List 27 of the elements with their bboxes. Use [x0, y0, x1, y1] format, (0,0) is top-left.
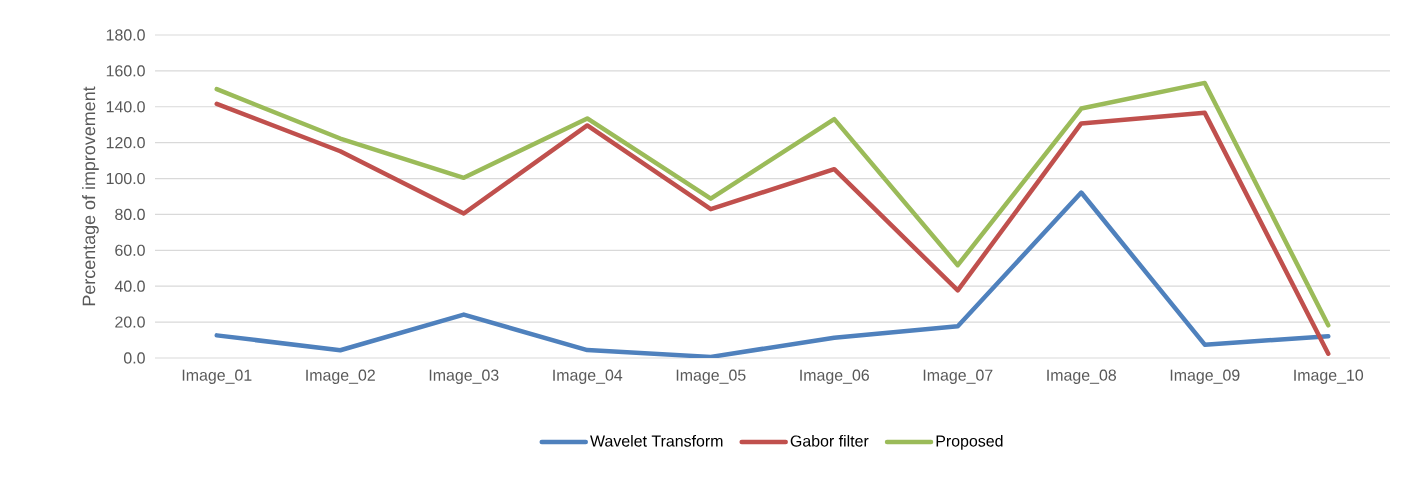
x-tick-label: Image_04	[553, 369, 623, 384]
x-tick-label: Image_10	[1294, 369, 1364, 384]
y-tick-label: 20.0	[115, 316, 145, 328]
y-tick-label: 140.0	[106, 101, 145, 113]
y-axis-title: Percentage of improvement	[82, 86, 99, 306]
y-tick-label: 0.0	[123, 352, 145, 364]
line-series	[214, 101, 1331, 356]
x-tick-label: Image_01	[182, 369, 252, 384]
y-tick-label: 80.0	[115, 208, 145, 221]
legend-label: Proposed	[936, 435, 1003, 450]
x-tick-label: Image_03	[429, 369, 499, 384]
x-tick-label: Image_08	[1047, 369, 1117, 384]
x-tick-label: Image_09	[1170, 369, 1240, 384]
y-tick-label: 40.0	[114, 280, 145, 292]
line-series	[214, 80, 1331, 328]
line-series	[214, 190, 1331, 358]
legend-label: Gabor filter	[790, 435, 869, 447]
y-tick-label: 120.0	[106, 137, 145, 149]
x-tick-label: Image_06	[800, 369, 869, 384]
x-tick-label: Image_05	[676, 369, 746, 384]
legend-label: Wavelet Transform	[590, 435, 723, 447]
x-tick-label: Image_07	[923, 369, 993, 384]
y-tick-label: 180.0	[106, 29, 145, 41]
x-tick-label: Image_02	[306, 369, 375, 384]
y-tick-label: 60.0	[115, 244, 145, 256]
y-tick-label: 160.0	[106, 65, 145, 77]
y-tick-label: 100.0	[106, 172, 145, 185]
